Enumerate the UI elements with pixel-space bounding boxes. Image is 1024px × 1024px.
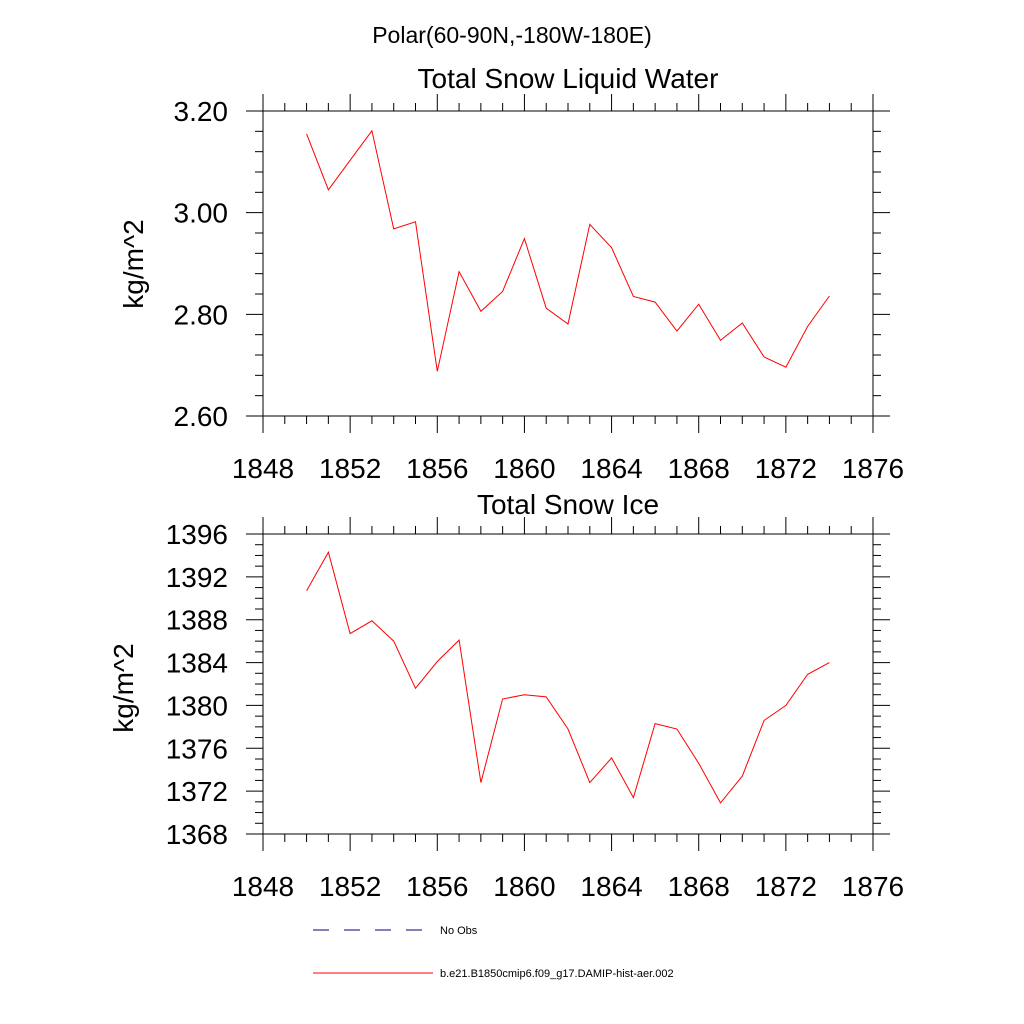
x-tick-label: 1864: [580, 871, 642, 902]
series-snow-ice: [306, 550, 830, 804]
x-tick-label: 1856: [406, 871, 468, 902]
x-tick-label: 1872: [755, 453, 817, 484]
x-tick-label: 1848: [232, 453, 294, 484]
y-tick-label: 1376: [166, 733, 228, 764]
y-tick-label: 2.60: [174, 401, 229, 432]
y-tick-label: 1392: [166, 562, 228, 593]
panel-snow-liquid-water: Total Snow Liquid Water kg/m^2 2.60 2.80 3…: [118, 63, 904, 484]
y-tick-label: 1380: [166, 690, 228, 721]
x-tick-label: 1868: [668, 453, 730, 484]
y-axis-label-snow-liquid-water: kg/m^2: [118, 219, 149, 308]
x-tick-label: 1860: [493, 871, 555, 902]
series-snow-liquid-water: [306, 129, 830, 372]
main-title: Polar(60-90N,-180W-180E): [372, 22, 652, 48]
x-tick-label: 1868: [668, 871, 730, 902]
y-tick-label: 1384: [166, 648, 228, 679]
x-tick-labels-snow-ice: 1848 1852 1856 1860 1864 1868 1872 1876: [232, 871, 904, 902]
y-axis-label-snow-ice: kg/m^2: [108, 643, 139, 732]
panel-title-snow-ice: Total Snow Ice: [477, 489, 659, 520]
x-tick-label: 1848: [232, 871, 294, 902]
ticks-snow-liquid-water: [246, 94, 890, 433]
y-tick-labels-snow-liquid-water: 2.60 2.80 3.00 3.20: [174, 96, 229, 432]
y-tick-labels-snow-ice: 1368 1372 1376 1380 1384 1388 1392 1396: [166, 519, 228, 850]
ticks-snow-ice: [246, 517, 890, 851]
legend-label-model: b.e21.B1850cmip6.f09_g17.DAMIP-hist-aer.…: [440, 968, 674, 980]
x-tick-label: 1864: [580, 453, 642, 484]
x-tick-label: 1852: [319, 453, 381, 484]
y-tick-label: 3.00: [174, 198, 229, 229]
legend-item-no-obs: No Obs: [313, 925, 478, 937]
y-tick-label: 3.20: [174, 96, 229, 127]
y-tick-label: 1372: [166, 776, 228, 807]
legend-label-no-obs: No Obs: [440, 925, 478, 937]
panel-title-snow-liquid-water: Total Snow Liquid Water: [418, 63, 719, 94]
legend-item-model: b.e21.B1850cmip6.f09_g17.DAMIP-hist-aer.…: [313, 968, 674, 980]
x-tick-label: 1856: [406, 453, 468, 484]
panel-snow-ice: Total Snow Ice kg/m^2 136813721376138013…: [108, 489, 904, 902]
x-tick-label: 1876: [842, 453, 904, 484]
x-tick-label: 1872: [755, 871, 817, 902]
y-tick-label: 2.80: [174, 299, 229, 330]
x-tick-labels-snow-liquid-water: 1848 1852 1856 1860 1864 1868 1872 1876: [232, 453, 904, 484]
x-tick-label: 1860: [493, 453, 555, 484]
legend: No Obs b.e21.B1850cmip6.f09_g17.DAMIP-hi…: [313, 925, 674, 980]
x-tick-label: 1876: [842, 871, 904, 902]
y-tick-label: 1396: [166, 519, 228, 550]
y-tick-label: 1368: [166, 819, 228, 850]
x-tick-label: 1852: [319, 871, 381, 902]
y-tick-label: 1388: [166, 605, 228, 636]
